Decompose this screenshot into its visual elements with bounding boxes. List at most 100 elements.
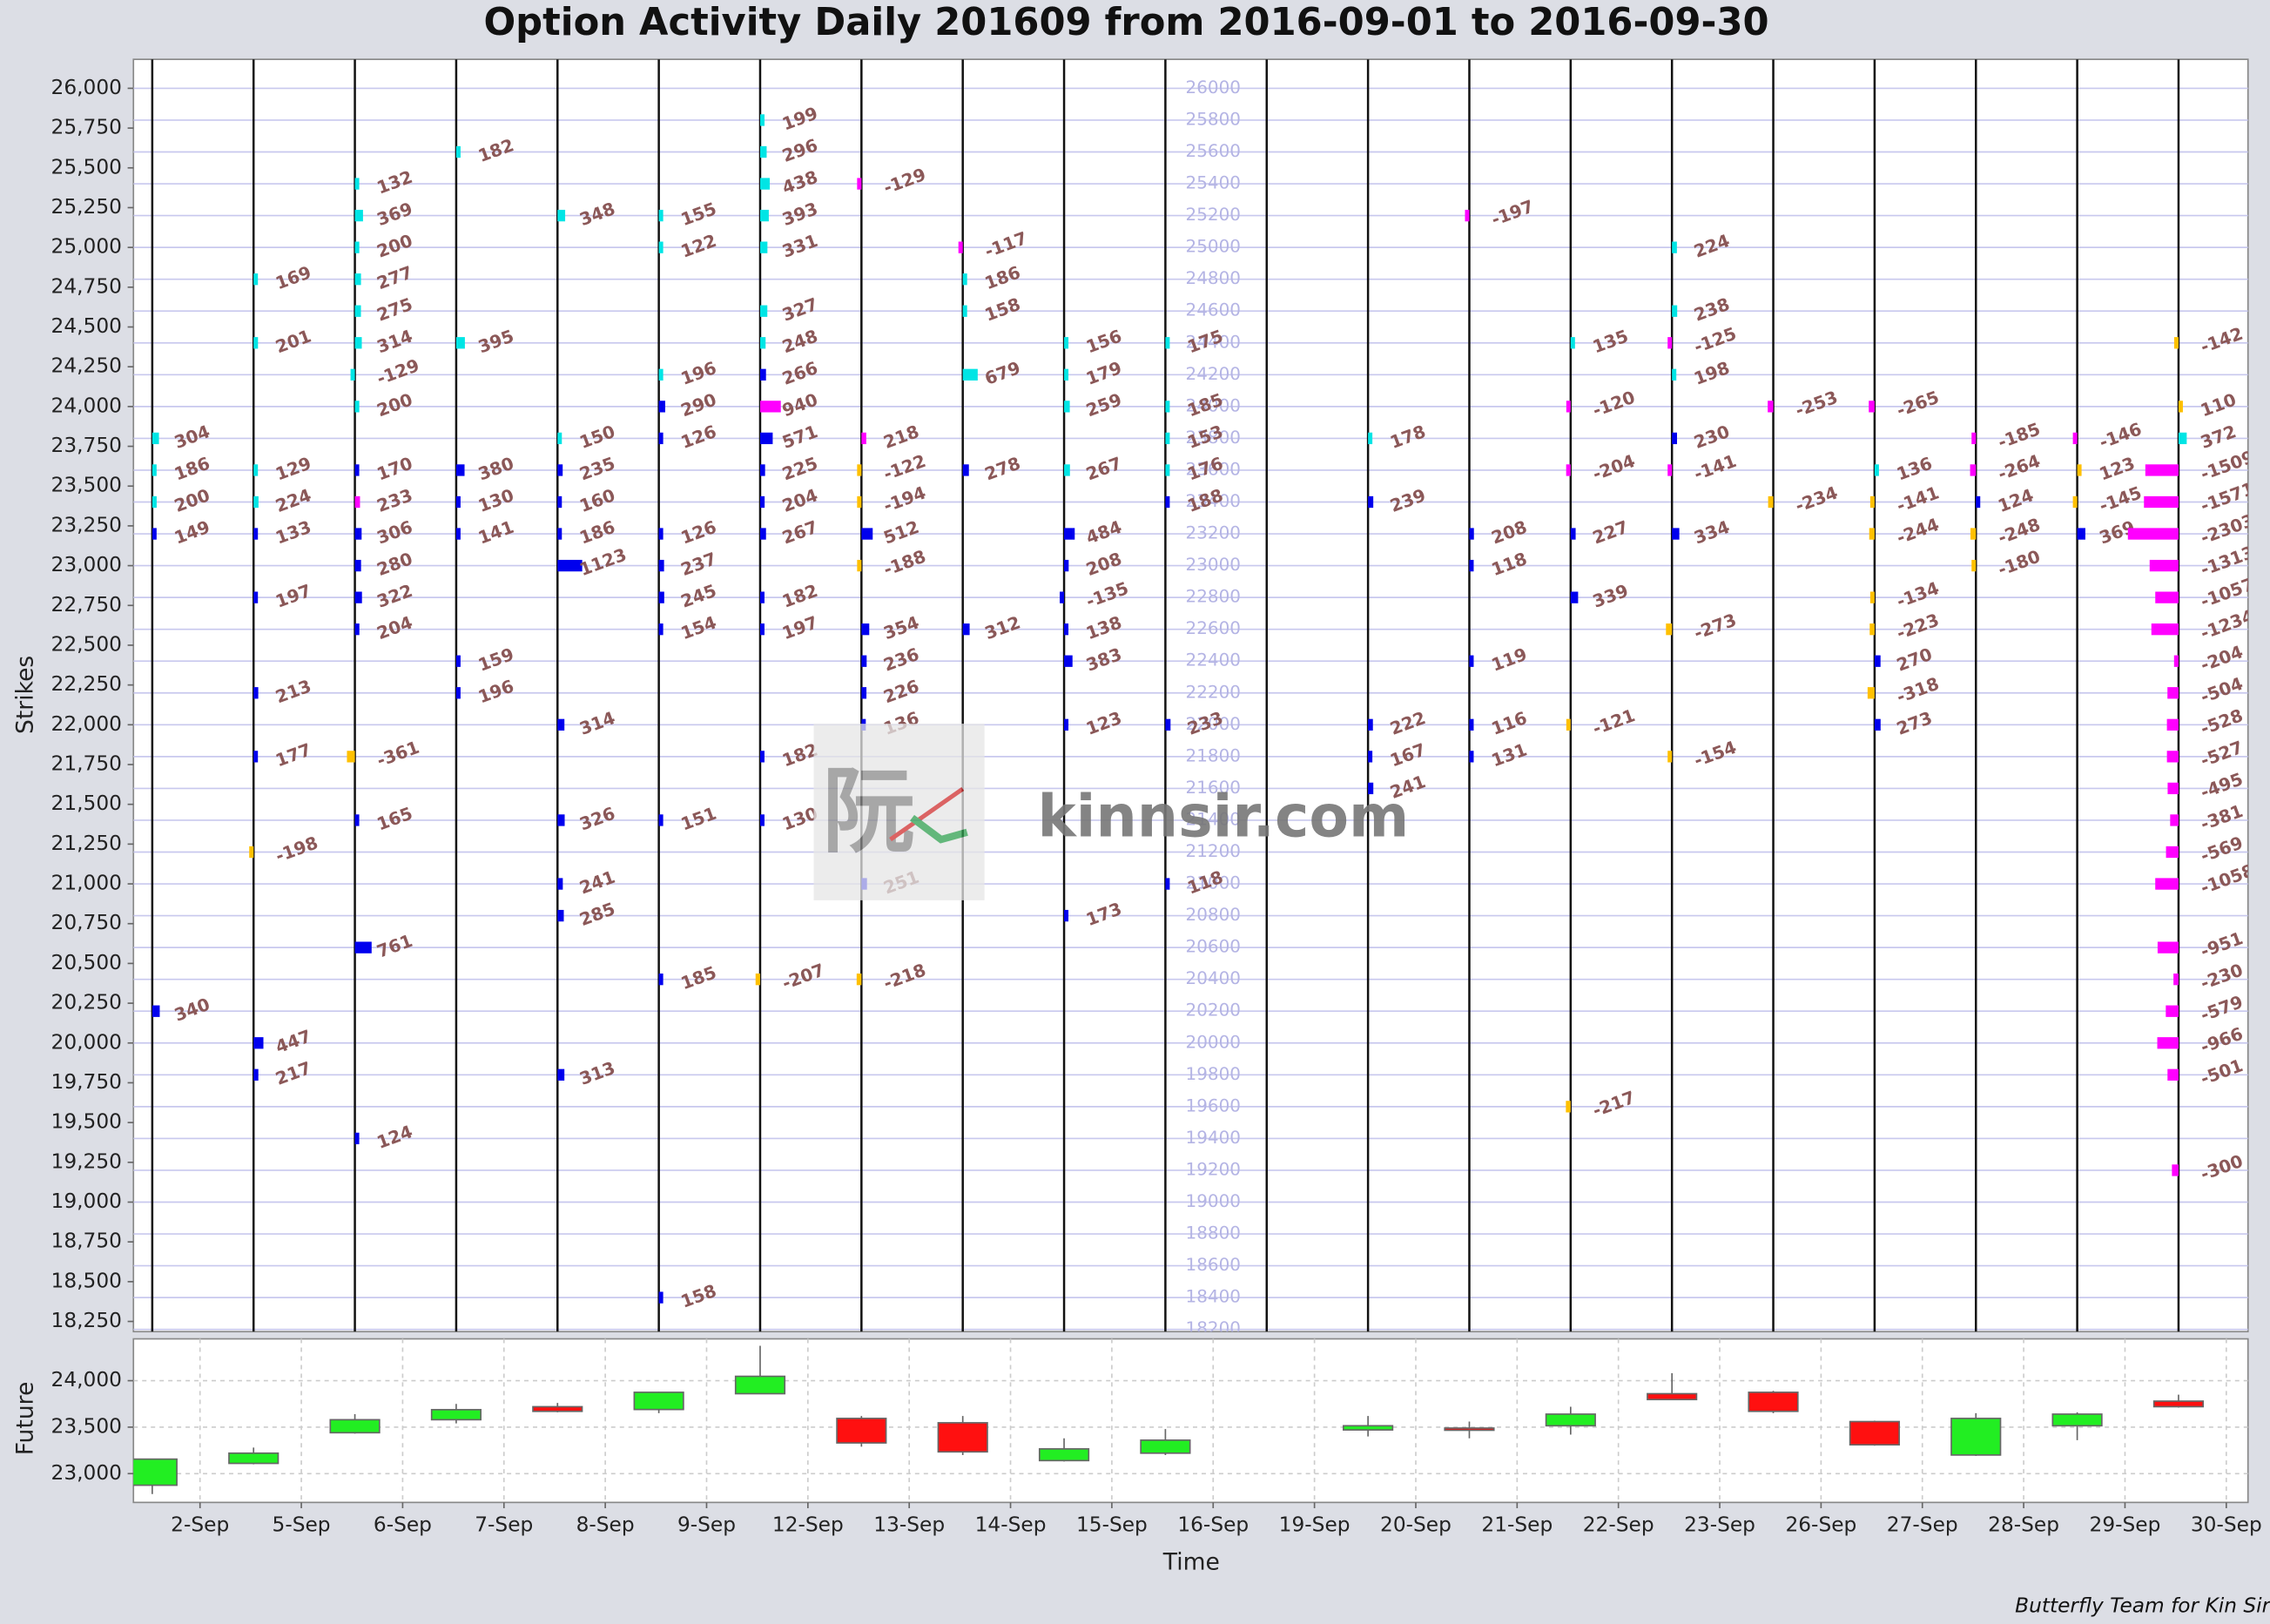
inner-y-tick-label: 20400	[1186, 967, 1241, 988]
activity-bar	[1672, 241, 1677, 253]
candle-body	[133, 1458, 178, 1486]
activity-bar	[759, 337, 766, 349]
activity-bar	[354, 559, 361, 572]
activity-bar	[1064, 368, 1069, 381]
inner-y-tick-label: 24600	[1186, 300, 1241, 320]
watermark-logo: 阮	[813, 724, 985, 900]
activity-bar	[2178, 432, 2187, 445]
activity-bar	[1566, 1101, 1571, 1113]
activity-bar	[1566, 401, 1571, 413]
activity-bar	[354, 241, 360, 253]
activity-bar	[347, 751, 355, 763]
activity-bar	[759, 241, 768, 253]
y-tick-label: 22,250	[51, 672, 122, 696]
activity-bar	[1566, 464, 1571, 476]
activity-bar	[253, 751, 259, 763]
activity-bar	[557, 718, 565, 731]
activity-bar	[1064, 655, 1073, 667]
activity-bar	[658, 432, 663, 445]
activity-bar	[962, 305, 967, 317]
activity-bar	[354, 528, 362, 540]
activity-bar	[1869, 623, 1875, 636]
candle-body	[532, 1405, 583, 1412]
footer: Butterfly Team for Kin Sir	[2015, 1594, 2270, 1618]
y-tick-label: 24,750	[51, 274, 122, 298]
candle-body	[1748, 1392, 1799, 1412]
candle-body	[1849, 1420, 1900, 1446]
activity-bar	[962, 368, 978, 381]
activity-bar	[354, 178, 360, 190]
inner-y-tick-label: 22200	[1186, 681, 1241, 702]
activity-bar	[658, 814, 663, 826]
activity-bar	[1869, 401, 1875, 413]
activity-bar	[1469, 559, 1474, 572]
candle-body	[228, 1452, 280, 1465]
activity-bar	[354, 305, 361, 317]
activity-bar	[1165, 878, 1170, 890]
inner-y-tick-label: 22800	[1186, 586, 1241, 607]
inner-y-tick-label: 22400	[1186, 650, 1241, 670]
y-tick-label: 23,750	[51, 434, 122, 457]
activity-bar	[755, 974, 760, 986]
activity-bar	[2173, 974, 2179, 986]
y-tick-label: 21,750	[51, 751, 122, 775]
activity-bar	[1970, 528, 1977, 540]
candle-body	[836, 1418, 887, 1444]
inner-y-tick-label: 24200	[1186, 363, 1241, 384]
activity-bar	[1970, 464, 1977, 476]
activity-bar	[455, 495, 461, 509]
activity-bar	[354, 209, 363, 222]
x-tick-label: 9-Sep	[677, 1513, 736, 1536]
inner-y-tick-label: 26000	[1186, 77, 1241, 98]
activity-bar	[958, 241, 963, 253]
activity-bar	[1971, 432, 1977, 445]
activity-bar	[759, 528, 766, 540]
activity-bar	[253, 1068, 259, 1081]
activity-bar	[1368, 718, 1373, 731]
activity-bar	[2127, 528, 2179, 540]
activity-bar	[1064, 464, 1070, 476]
activity-bar	[1368, 432, 1373, 445]
activity-bar	[861, 687, 867, 699]
inner-y-tick-label: 23200	[1186, 522, 1241, 543]
main-plot-area	[132, 58, 2249, 1333]
activity-bar	[2167, 687, 2179, 699]
activity-bar	[249, 846, 254, 859]
activity-bar	[557, 464, 563, 476]
activity-bar	[1672, 368, 1677, 381]
y-tick-label: 19,750	[51, 1070, 122, 1094]
activity-bar	[1060, 591, 1065, 603]
y-tick-label: 23,500	[51, 474, 122, 497]
y-tick-label: 24,000	[51, 394, 122, 417]
y-tick-label: 24,000	[51, 1368, 122, 1392]
candle-body	[430, 1409, 482, 1421]
y-tick-label: 23,000	[51, 553, 122, 576]
activity-bar	[455, 464, 465, 476]
activity-bar	[1165, 337, 1170, 349]
activity-bar	[2172, 1164, 2179, 1176]
activity-bar	[152, 495, 157, 509]
activity-bar	[557, 495, 562, 509]
y-tick-label: 23,250	[51, 513, 122, 536]
activity-bar	[253, 337, 259, 349]
activity-bar	[658, 528, 663, 540]
activity-bar	[1667, 751, 1673, 763]
x-tick-label: 30-Sep	[2191, 1513, 2262, 1536]
inner-y-tick-label: 20000	[1186, 1031, 1241, 1052]
activity-bar	[1976, 495, 1981, 509]
activity-bar	[1064, 337, 1069, 349]
activity-bar	[2167, 1068, 2179, 1081]
activity-bar	[1672, 528, 1680, 540]
y-tick-label: 26,000	[51, 76, 122, 99]
activity-bar	[1064, 528, 1075, 540]
activity-bar	[1368, 782, 1374, 795]
activity-bar	[2167, 782, 2179, 795]
activity-bar	[1869, 528, 1875, 540]
y-tick-label: 22,500	[51, 632, 122, 656]
x-tick-label: 8-Sep	[576, 1513, 635, 1536]
activity-bar	[1874, 718, 1881, 731]
activity-bar	[1064, 623, 1069, 636]
activity-bar	[759, 623, 765, 636]
x-tick-label: 20-Sep	[1380, 1513, 1452, 1536]
main-plot: 26000 25800 25600 25400 25200 25000 24800 24600…	[133, 59, 2248, 1332]
